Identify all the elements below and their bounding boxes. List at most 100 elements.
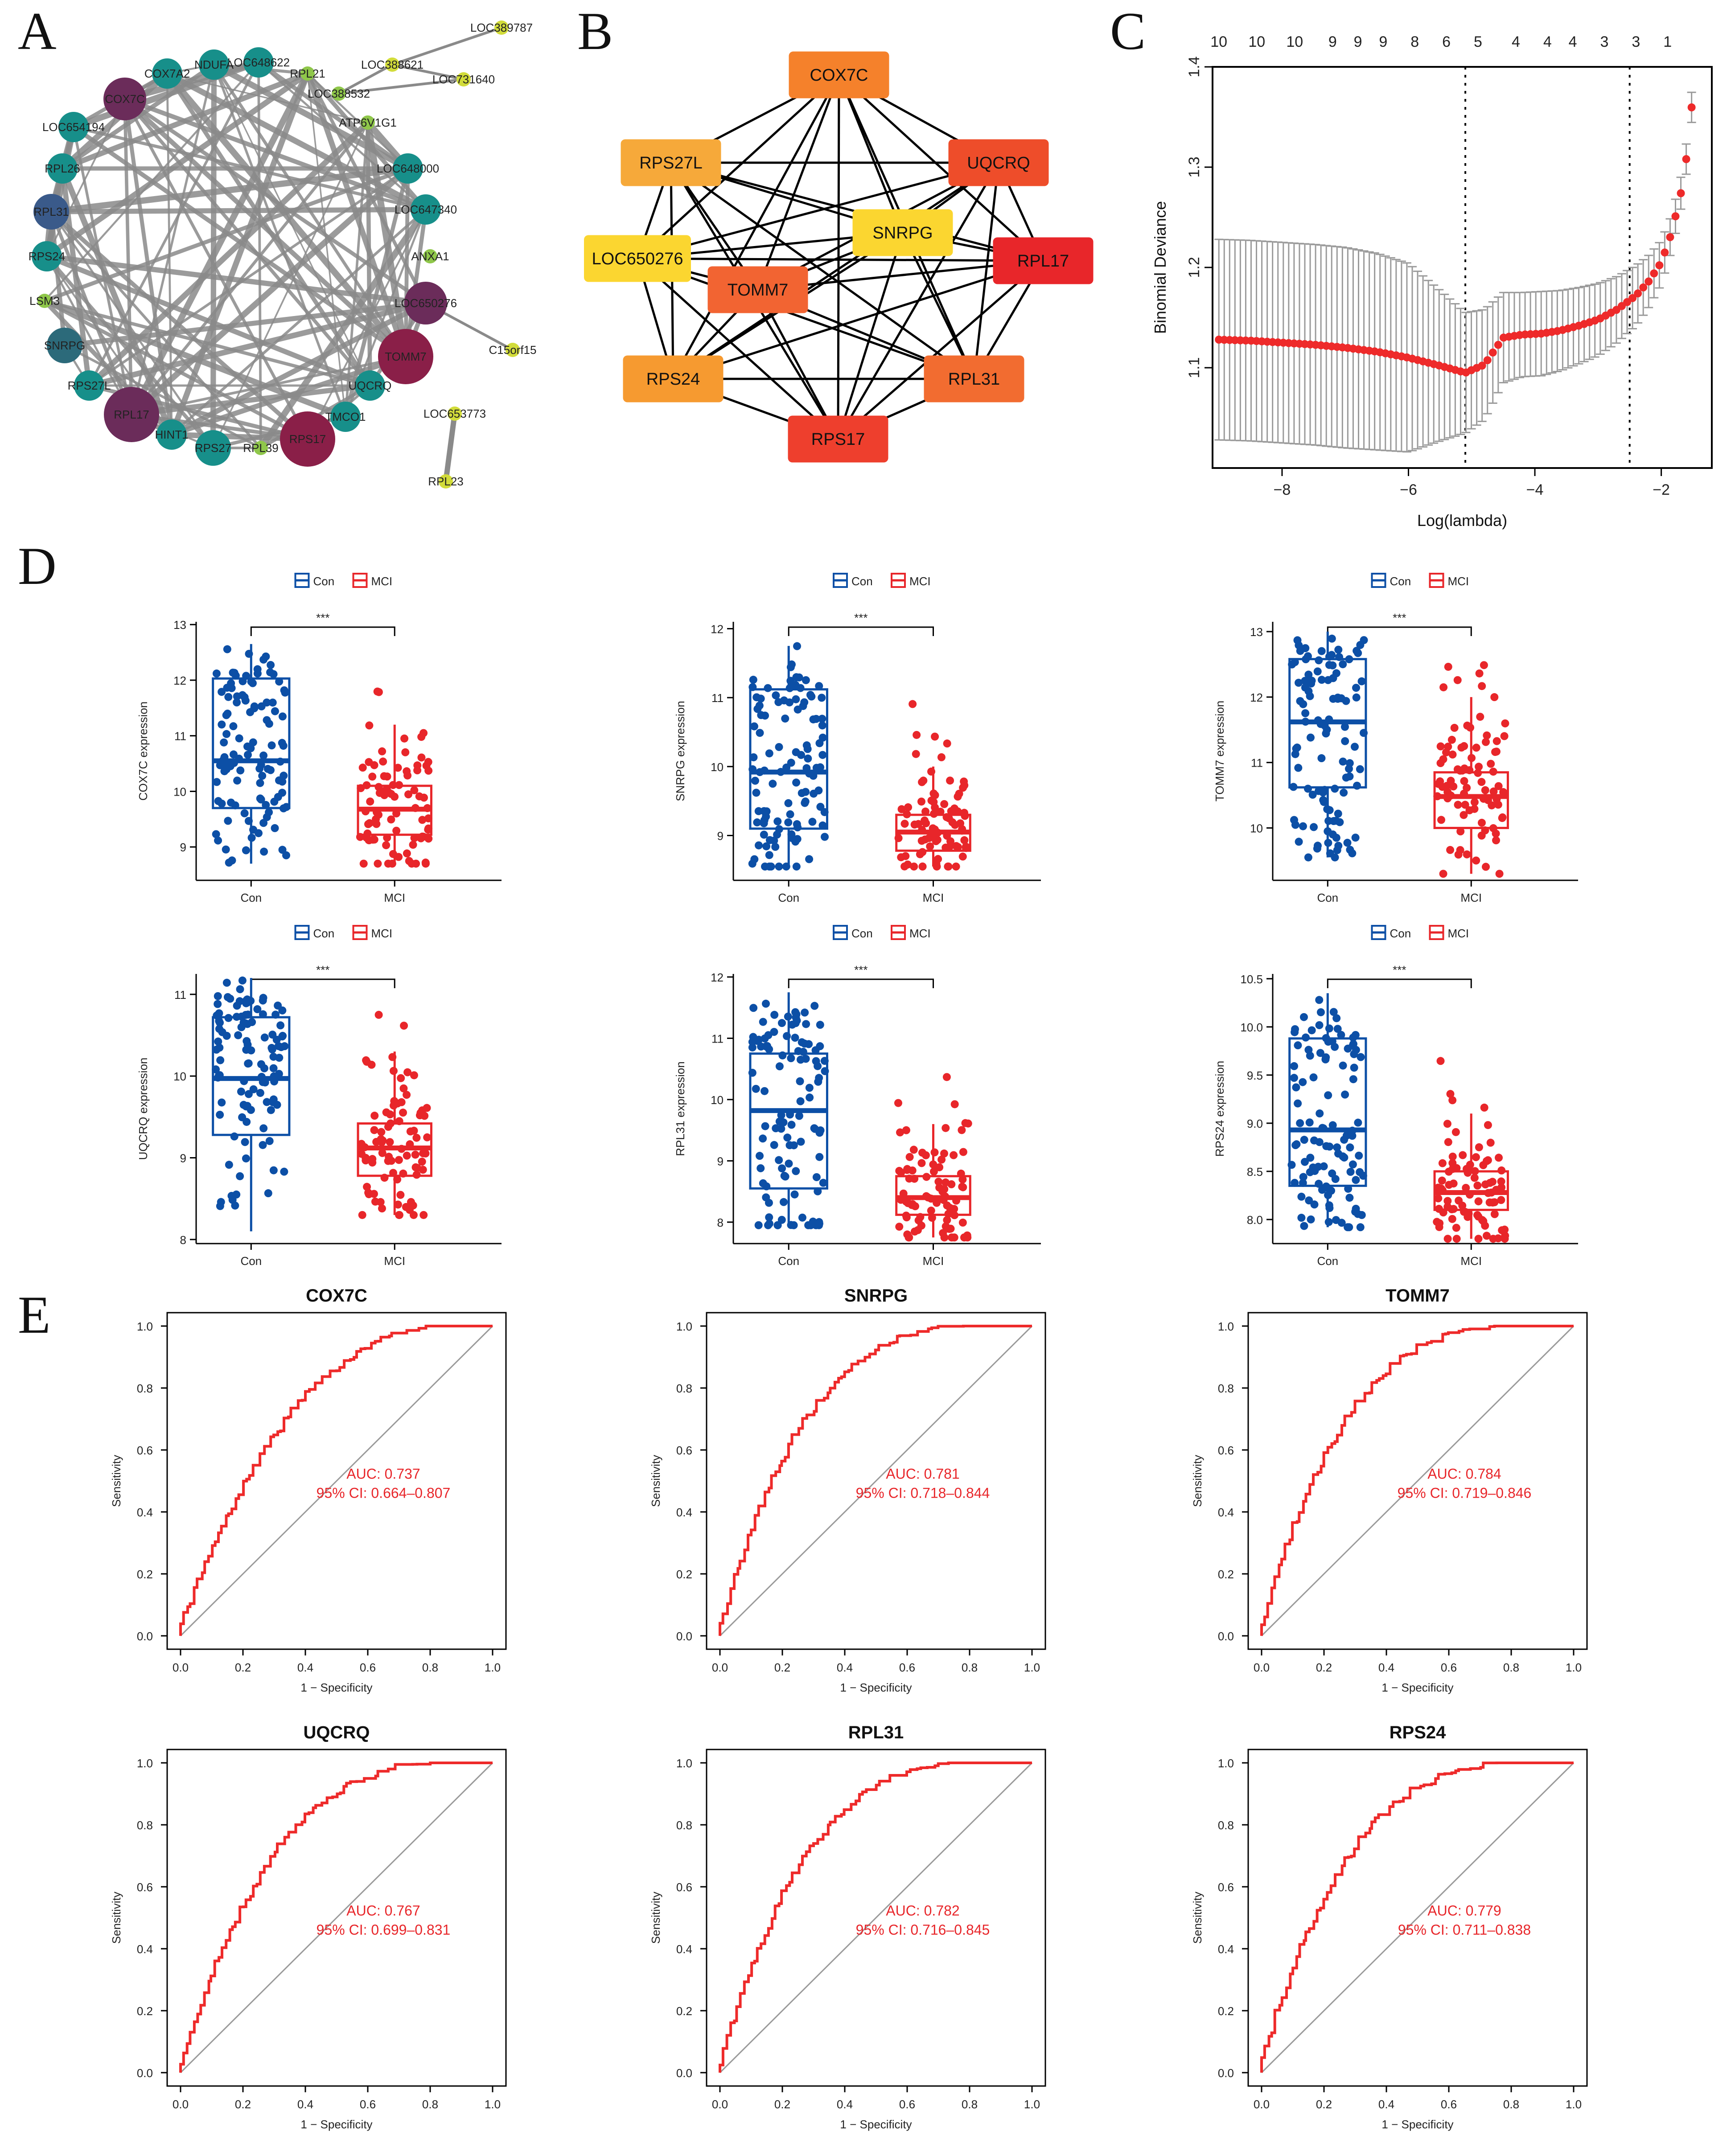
y-tick-label: 10 [1250,822,1263,835]
point-mci [943,739,951,748]
point-con [771,842,780,851]
y-tick-label: 0.8 [1218,1819,1234,1832]
point-mci [388,1053,397,1061]
point-mci [922,1173,931,1181]
point-con [794,1047,802,1055]
y-axis-title: RPS24 expression [1213,1061,1226,1157]
point-con [269,1064,278,1072]
point-con [1354,1118,1362,1127]
x-tick-label: 0.2 [774,2098,790,2111]
point-mci [940,1149,948,1158]
point-con [1317,647,1326,655]
y-tick-label: 0.0 [137,2066,153,2080]
y-tick-label: 0.0 [1218,2066,1234,2080]
point-con [261,1078,269,1087]
x-tick-label: 0.6 [360,2098,376,2111]
point-con [772,691,780,700]
point-con [791,1019,800,1027]
y-axis-title: COX7C expression [136,702,150,801]
point-con [271,824,279,832]
y-axis-title: UQCRQ expression [136,1058,150,1160]
point-mci [395,853,403,861]
point-con [229,669,237,677]
point-mci [942,1124,950,1132]
point-con [1315,656,1323,665]
point-con [1299,1013,1308,1021]
point-con [267,1044,276,1052]
point-mci [1461,801,1469,809]
point-con [775,743,783,751]
network-a-node-label: LOC654194 [42,120,105,134]
point-mci [958,1218,967,1227]
point-con [818,751,827,759]
point-con [821,833,829,841]
network-a-node-rpl31 [33,194,69,230]
y-tick-label: 9 [180,841,186,854]
point-mci [1448,1215,1456,1223]
point-con [247,678,255,686]
point-mci [412,1133,421,1142]
network-a-node-loc389787 [494,21,509,35]
point-con [818,715,826,723]
network-b-node-rpl17 [993,237,1094,284]
top-count-label: 4 [1512,33,1520,50]
point-con [220,738,228,747]
point-con [1334,1150,1342,1158]
point-mci [1482,1157,1491,1165]
point-mci [1473,1211,1482,1220]
point-mci [357,784,365,793]
point-con [810,789,818,798]
point-mci [418,816,427,824]
x-tick-label: 0.2 [235,1661,251,1674]
point-con [1337,1031,1345,1039]
point-mci [959,1148,967,1156]
point-mci [932,837,940,846]
point-con [212,669,221,678]
x-tick-label: −6 [1400,481,1417,498]
point-con [1306,1051,1314,1060]
x-tick-label: 0.2 [1316,1661,1332,1674]
point-mci [420,1112,429,1120]
point-mci [1494,1234,1502,1243]
x-tick-label: 0.0 [712,2098,728,2111]
point-mci [921,807,930,816]
point-con [777,1111,785,1119]
x-tick-label: 0.6 [360,1661,376,1674]
point-mci [392,809,401,817]
y-tick-label: 0.4 [676,1942,692,1956]
network-a-node-label: LOC648000 [377,162,439,175]
roc-rps24: RPS24 0.0 0.2 0.4 0.6 0.8 1.0 0.0 0.2 0.4 0.6 0.8 1.… [1191,1723,1588,2131]
point-mci [895,1223,904,1231]
x-tick-label: 0.4 [837,2098,853,2111]
network-b-node-rps27l [621,139,721,186]
network-b-node-rps24 [623,355,724,402]
point-mci [410,1071,418,1080]
point-con [1324,1091,1332,1100]
point-mci [1454,850,1463,859]
point-con [754,1221,763,1229]
y-tick-label: 0.4 [137,1942,153,1956]
point-mci [1487,760,1495,768]
point-mci [401,748,410,756]
roc-curve [179,1325,493,1636]
x-tick-label: 0.8 [962,1661,978,1674]
top-count-label: 9 [1328,33,1337,50]
point-mci [389,781,397,789]
point-con [259,1124,268,1133]
point-con [1334,694,1342,702]
network-a-node-label: UQCRQ [349,379,392,392]
point-mci [1464,1169,1472,1177]
x-tick-label: 0.8 [1503,2098,1519,2111]
point-con [1352,684,1361,692]
point-mci [903,1165,912,1173]
point-con [231,801,239,809]
point-con [1313,844,1321,853]
network-a-node-label: ANXA1 [411,250,449,263]
point-con [792,862,801,871]
point-con [762,842,771,850]
y-tick-label: 0.2 [676,2004,692,2018]
point-mci [1443,1235,1452,1243]
point-mci [395,1156,403,1164]
y-tick-label: 0.8 [676,1382,692,1395]
point-mci [421,858,430,867]
